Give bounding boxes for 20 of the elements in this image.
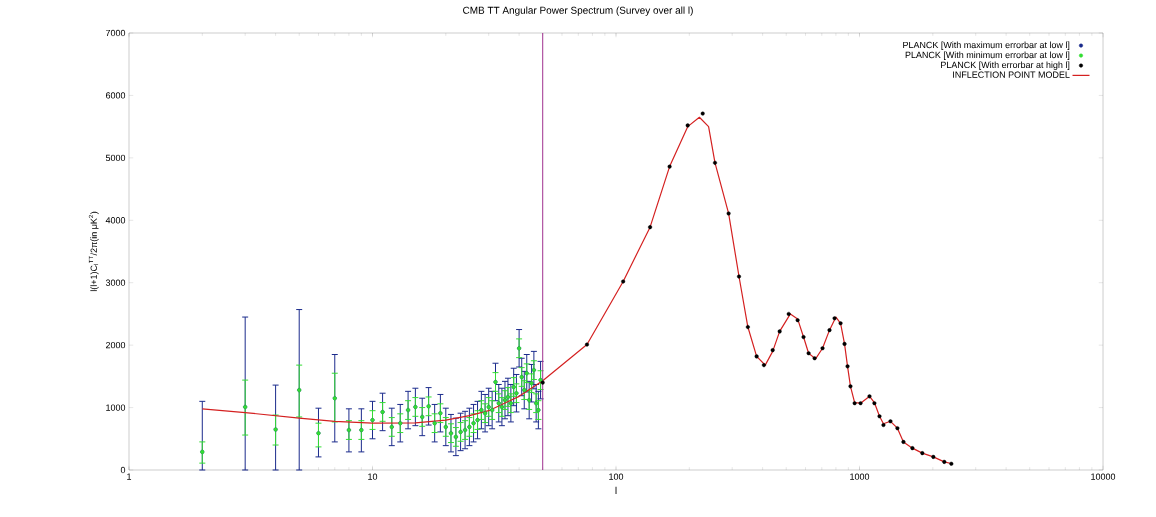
x-tick-label: 10000 — [1091, 473, 1116, 480]
x-tick-label: 10 — [368, 473, 378, 480]
legend-label: INFLECTION POINT MODEL — [953, 71, 1070, 78]
legend-label: PLANCK [With errorbar at high l] — [941, 61, 1070, 70]
x-axis-title: l — [615, 486, 617, 494]
legend-label: PLANCK [With maximum errorbar at low l] — [903, 41, 1070, 50]
x-tick-label: 100 — [609, 473, 624, 480]
y-tick-label: 4000 — [105, 217, 126, 224]
y-tick-label: 2000 — [105, 341, 126, 349]
legend-label: PLANCK [With minimum errorbar at low l] — [905, 51, 1070, 60]
y-tick-label: 5000 — [105, 154, 126, 162]
y-tick-label: 6000 — [105, 92, 126, 99]
y-tick-label: 0 — [120, 466, 126, 474]
x-tick-label: 1 — [127, 473, 132, 480]
x-tick-label: 1000 — [850, 473, 870, 480]
y-tick-label: 3000 — [105, 279, 126, 286]
y-tick-label: 1000 — [106, 404, 126, 411]
chart-title: CMB TT Angular Power Spectrum (Survey over all l) — [463, 6, 693, 16]
y-tick-label: 7000 — [105, 29, 126, 37]
y-axis-title: l(l+1)C$_{l}$$^{TT}$/2π(in μK$^{2}$) — [88, 211, 99, 292]
